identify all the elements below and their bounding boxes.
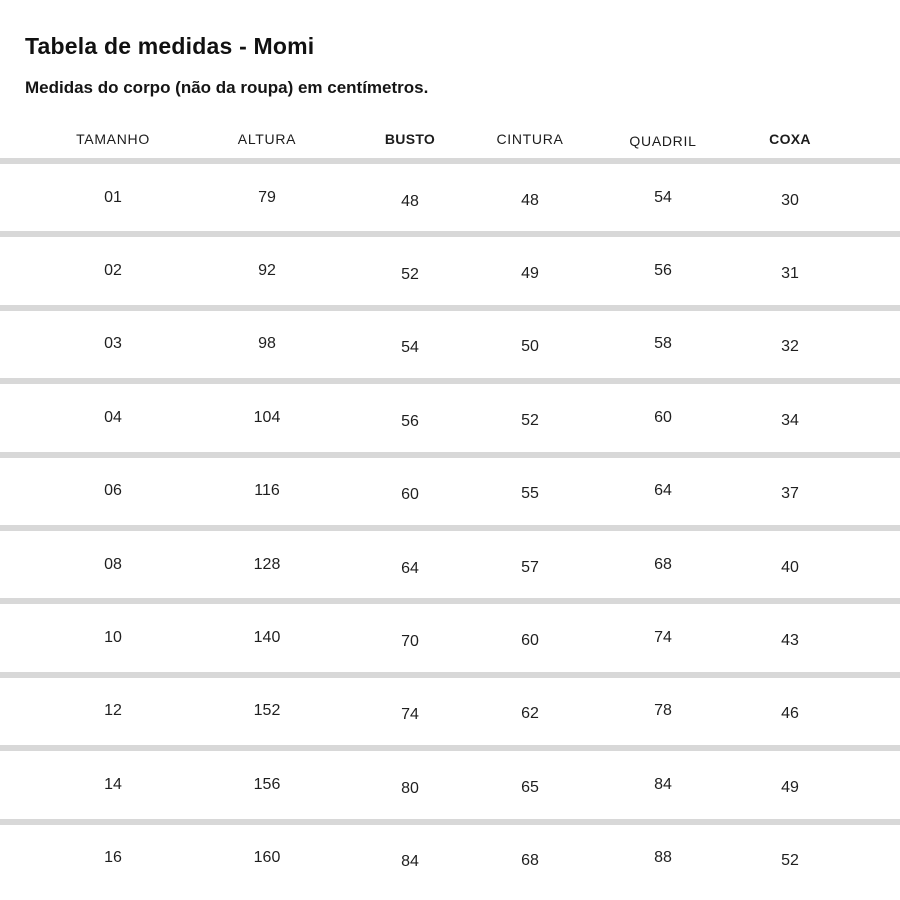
measure-cell: 52 bbox=[521, 411, 539, 429]
measure-cell: 84 bbox=[401, 853, 419, 871]
size-cell: 04 bbox=[104, 408, 122, 426]
row-divider bbox=[0, 158, 900, 164]
measure-cell: 74 bbox=[654, 629, 672, 647]
measure-cell: 60 bbox=[521, 632, 539, 650]
size-cell: 14 bbox=[104, 775, 122, 793]
measure-cell: 48 bbox=[521, 191, 539, 209]
table-row: 01 79 48 48 54 30 bbox=[0, 164, 900, 231]
page-title: Tabela de medidas - Momi bbox=[25, 33, 315, 59]
size-cell: 08 bbox=[104, 555, 122, 573]
measure-cell: 160 bbox=[253, 849, 281, 867]
row-divider bbox=[0, 818, 900, 825]
measure-cell: 30 bbox=[781, 191, 799, 209]
size-cell: 10 bbox=[104, 629, 122, 647]
measure-cell: 74 bbox=[401, 706, 419, 724]
measure-cell: 78 bbox=[654, 702, 672, 720]
measure-cell: 31 bbox=[781, 265, 799, 283]
size-cell: 02 bbox=[104, 262, 122, 280]
measure-cell: 84 bbox=[654, 775, 672, 793]
size-cell: 16 bbox=[104, 849, 122, 867]
measure-cell: 43 bbox=[781, 632, 799, 650]
column-header-coxa: COXA bbox=[769, 131, 811, 147]
measure-cell: 64 bbox=[401, 559, 419, 577]
measure-cell: 60 bbox=[401, 486, 419, 504]
measure-cell: 34 bbox=[781, 411, 799, 429]
measure-cell: 40 bbox=[781, 558, 799, 576]
row-divider bbox=[0, 304, 900, 311]
table-row: 06 116 60 55 64 37 bbox=[0, 458, 900, 525]
measure-cell: 48 bbox=[401, 192, 419, 210]
size-cell: 06 bbox=[104, 482, 122, 500]
measure-cell: 46 bbox=[781, 705, 799, 723]
measure-cell: 49 bbox=[781, 778, 799, 796]
table-row: 02 92 52 49 56 31 bbox=[0, 237, 900, 304]
table-row: 10 140 70 60 74 43 bbox=[0, 604, 900, 671]
measure-cell: 62 bbox=[521, 705, 539, 723]
row-divider bbox=[0, 231, 900, 238]
column-header-cintura: CINTURA bbox=[496, 131, 564, 147]
measure-cell: 64 bbox=[654, 482, 672, 500]
page-subtitle: Medidas do corpo (não da roupa) em centí… bbox=[25, 78, 429, 97]
measure-cell: 57 bbox=[521, 558, 539, 576]
measure-cell: 152 bbox=[253, 702, 281, 720]
table-row: 14 156 80 65 84 49 bbox=[0, 751, 900, 818]
measure-cell: 50 bbox=[521, 338, 539, 356]
measure-cell: 80 bbox=[401, 779, 419, 797]
measure-cell: 92 bbox=[258, 262, 276, 280]
measure-cell: 55 bbox=[521, 485, 539, 503]
measure-cell: 54 bbox=[654, 188, 672, 206]
table-row: 03 98 54 50 58 32 bbox=[0, 311, 900, 378]
measure-cell: 32 bbox=[781, 338, 799, 356]
row-divider bbox=[0, 378, 900, 385]
measure-cell: 116 bbox=[254, 482, 280, 500]
column-header-tamanho: TAMANHO bbox=[76, 131, 150, 147]
table-row: 04 104 56 52 60 34 bbox=[0, 384, 900, 451]
size-cell: 12 bbox=[104, 702, 122, 720]
measure-cell: 68 bbox=[654, 555, 672, 573]
column-header-busto: BUSTO bbox=[384, 131, 436, 147]
column-header-quadril: QUADRIL bbox=[629, 133, 697, 149]
measure-cell: 88 bbox=[654, 849, 672, 867]
row-divider bbox=[0, 525, 900, 531]
measure-cell: 52 bbox=[401, 266, 419, 284]
size-cell: 03 bbox=[104, 335, 122, 353]
measure-cell: 68 bbox=[521, 852, 539, 870]
measure-cell: 79 bbox=[258, 188, 276, 206]
measure-cell: 54 bbox=[401, 339, 419, 357]
measure-cell: 37 bbox=[781, 485, 799, 503]
measure-cell: 128 bbox=[253, 555, 281, 573]
table-row: 08 128 64 57 68 40 bbox=[0, 531, 900, 598]
measure-cell: 58 bbox=[654, 335, 672, 353]
row-divider bbox=[0, 451, 900, 458]
measure-cell: 65 bbox=[521, 778, 539, 796]
measure-cell: 140 bbox=[253, 629, 281, 647]
measure-cell: 70 bbox=[401, 633, 419, 651]
measure-cell: 98 bbox=[258, 335, 276, 353]
column-header-altura: ALTURA bbox=[237, 131, 297, 147]
row-divider bbox=[0, 598, 900, 605]
table-row: 16 160 84 68 88 52 bbox=[0, 825, 900, 892]
size-cell: 01 bbox=[104, 188, 122, 206]
row-divider bbox=[0, 745, 900, 752]
measure-cell: 156 bbox=[253, 775, 281, 793]
measure-cell: 56 bbox=[401, 412, 419, 430]
measure-cell: 56 bbox=[654, 262, 672, 280]
measure-cell: 52 bbox=[781, 852, 799, 870]
measure-cell: 49 bbox=[521, 265, 539, 283]
table-row: 12 152 74 62 78 46 bbox=[0, 678, 900, 745]
measure-cell: 60 bbox=[654, 408, 672, 426]
row-divider bbox=[0, 671, 900, 678]
measure-cell: 104 bbox=[253, 408, 281, 426]
